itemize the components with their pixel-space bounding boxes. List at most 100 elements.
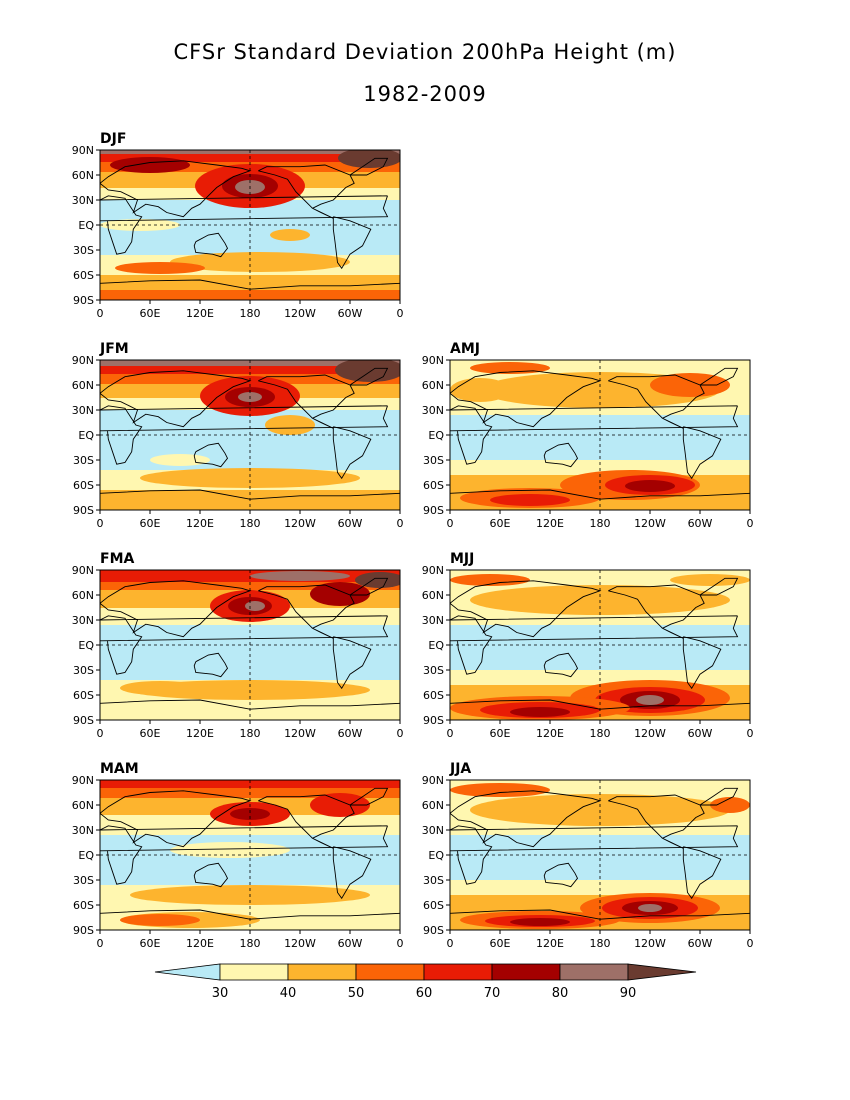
lat-tick-label: 90S: [423, 714, 444, 727]
lon-tick-label: 120W: [634, 937, 666, 950]
panel-label: FMA: [100, 551, 134, 567]
lon-tick-label: 0: [747, 517, 754, 530]
colorbar-level-label: 60: [416, 986, 433, 1001]
colorbar-high-arrow: [627, 963, 697, 981]
field-contour: [230, 808, 270, 820]
lon-tick-label: 60W: [338, 937, 363, 950]
coastline: [258, 794, 355, 849]
lat-tick-label: 30S: [73, 454, 94, 467]
panel-label: JJA: [449, 761, 471, 777]
lon-tick-label: 60W: [338, 727, 363, 740]
panel-label: DJF: [100, 131, 126, 147]
lat-tick-label: 90N: [72, 354, 94, 367]
lat-tick-label: 90N: [72, 774, 94, 787]
lat-tick-label: 30N: [72, 404, 94, 417]
coastline: [699, 367, 739, 386]
lat-tick-label: 90N: [422, 774, 444, 787]
coastline: [193, 442, 229, 468]
lon-tick-label: 0: [447, 517, 454, 530]
field-contour: [100, 780, 400, 788]
colorbar-low-arrow: [154, 963, 221, 981]
coastline: [450, 615, 739, 675]
coastline: [100, 580, 252, 638]
coastline: [100, 825, 389, 885]
figure-title: CFSr Standard Deviation 200hPa Height (m…: [173, 40, 677, 64]
field-contour: [265, 415, 315, 435]
field-contour: [450, 783, 550, 797]
coastline: [450, 825, 739, 885]
lon-tick-label: 0: [447, 727, 454, 740]
field-contour: [245, 601, 265, 611]
coastline: [608, 584, 705, 639]
lat-tick-label: 90N: [72, 564, 94, 577]
coastline: [450, 405, 739, 465]
field-contour: [110, 157, 190, 173]
lat-tick-label: 60N: [72, 799, 94, 812]
field-contour: [338, 150, 400, 168]
field-contour: [120, 681, 200, 695]
field-contour: [310, 582, 370, 606]
lon-tick-label: 120E: [536, 937, 564, 950]
lat-tick-label: 30N: [422, 824, 444, 837]
field-contour: [625, 480, 675, 492]
colorbar-box: [355, 963, 425, 981]
lon-tick-label: 0: [747, 937, 754, 950]
field-layer: [100, 570, 400, 720]
coastline: [100, 615, 389, 675]
coastline: [100, 405, 389, 465]
lat-tick-label: 90S: [73, 924, 94, 937]
coastline: [349, 787, 389, 806]
lon-tick-label: 180: [590, 517, 611, 530]
lon-tick-label: 60W: [688, 727, 713, 740]
field-contour: [140, 468, 360, 488]
lat-tick-label: 60S: [423, 479, 444, 492]
coastline: [349, 367, 389, 386]
colorbar-box: [219, 963, 289, 981]
coastline: [100, 160, 252, 218]
lon-tick-label: 180: [240, 727, 261, 740]
lat-tick-label: 30N: [72, 824, 94, 837]
lat-tick-label: 90S: [73, 504, 94, 517]
field-contour: [270, 229, 310, 241]
lon-tick-label: 60E: [140, 727, 161, 740]
lon-tick-label: 60E: [490, 937, 511, 950]
lat-tick-label: 30N: [422, 404, 444, 417]
lon-tick-label: 0: [97, 307, 104, 320]
coastline: [193, 652, 229, 678]
lon-tick-label: 60W: [338, 307, 363, 320]
lat-tick-label: 30N: [422, 614, 444, 627]
lat-tick-label: 30S: [423, 454, 444, 467]
lon-tick-label: 120W: [284, 727, 316, 740]
coastline: [608, 794, 705, 849]
lon-tick-label: 180: [590, 727, 611, 740]
lat-tick-label: 30S: [73, 664, 94, 677]
field-layer: [100, 780, 400, 930]
field-layer: [450, 570, 750, 720]
field-contour: [115, 262, 205, 274]
colorbar-box: [559, 963, 629, 981]
coastline: [450, 580, 602, 638]
lon-tick-label: 60W: [688, 937, 713, 950]
field-layer: [100, 150, 400, 300]
lon-tick-label: 180: [590, 937, 611, 950]
lat-tick-label: 90N: [422, 564, 444, 577]
lat-tick-label: 60N: [422, 589, 444, 602]
lat-tick-label: 30S: [73, 874, 94, 887]
lat-tick-label: EQ: [428, 849, 444, 862]
field-layer: [450, 780, 750, 930]
lat-tick-label: 60S: [73, 479, 94, 492]
field-contour: [250, 571, 350, 581]
coastline: [193, 862, 229, 888]
field-contour: [490, 494, 570, 506]
lon-tick-label: 120E: [186, 937, 214, 950]
lat-tick-label: 30S: [423, 664, 444, 677]
field-layer: [450, 360, 750, 510]
coastline: [100, 195, 389, 255]
colorbar-level-label: 80: [552, 986, 569, 1001]
lat-tick-label: 90S: [73, 714, 94, 727]
field-contour: [100, 219, 180, 231]
field-contour: [650, 373, 730, 397]
